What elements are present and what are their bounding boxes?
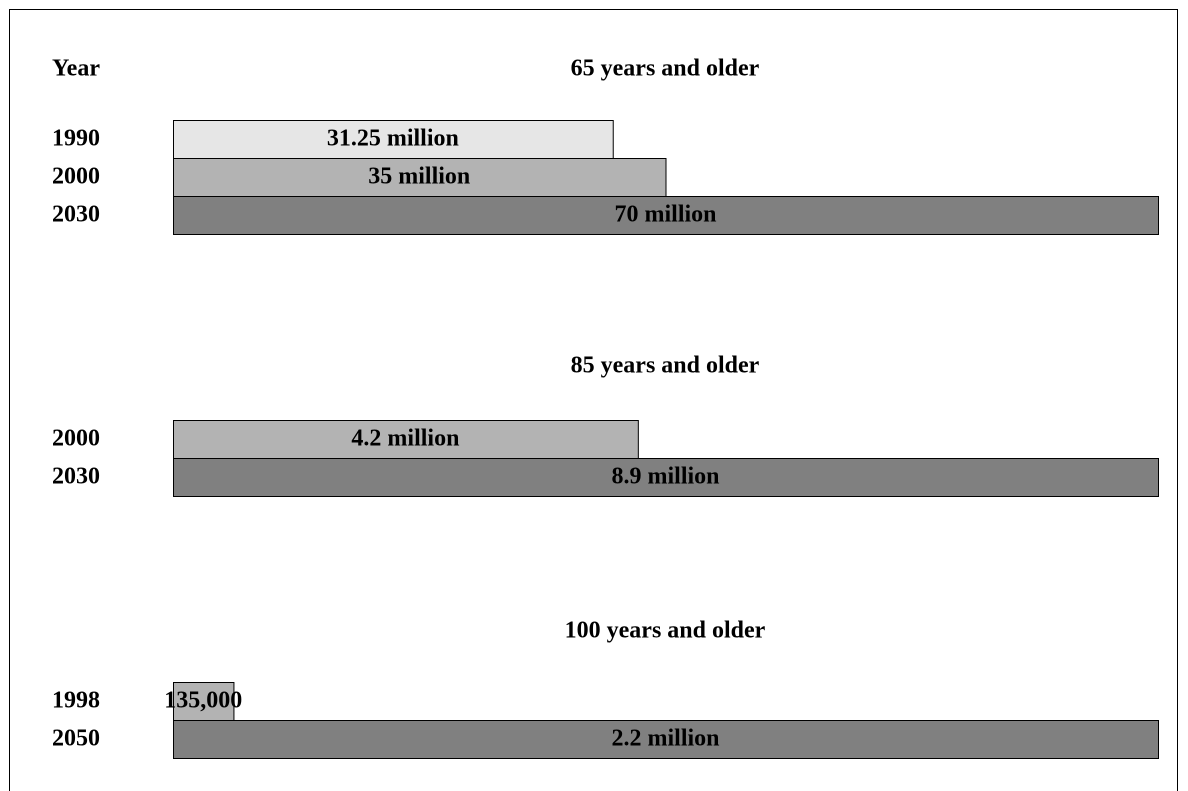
value-label: 2.2 million: [611, 726, 719, 752]
year-label: 2030: [52, 464, 100, 490]
group-title: 85 years and older: [571, 353, 760, 379]
value-label: 70 million: [614, 202, 716, 228]
value-label: 35 million: [368, 164, 470, 190]
column-label: Year: [52, 56, 100, 82]
frame: [9, 9, 1178, 791]
year-label: 2000: [52, 164, 100, 190]
year-label: 2050: [52, 726, 100, 752]
year-label: 2000: [52, 426, 100, 452]
group-title: 100 years and older: [565, 618, 766, 644]
value-label: 8.9 million: [611, 464, 719, 490]
bar: [173, 682, 235, 721]
group-title: 65 years and older: [571, 56, 760, 82]
bar: [173, 720, 1159, 759]
bar: [173, 420, 639, 459]
value-label: 4.2 million: [351, 426, 459, 452]
bar: [173, 196, 1159, 235]
year-label: 1990: [52, 126, 100, 152]
bar: [173, 158, 667, 197]
year-label: 1998: [52, 688, 100, 714]
value-label: 135,000: [164, 688, 242, 714]
year-label: 2030: [52, 202, 100, 228]
bar: [173, 458, 1159, 497]
value-label: 31.25 million: [327, 126, 459, 152]
